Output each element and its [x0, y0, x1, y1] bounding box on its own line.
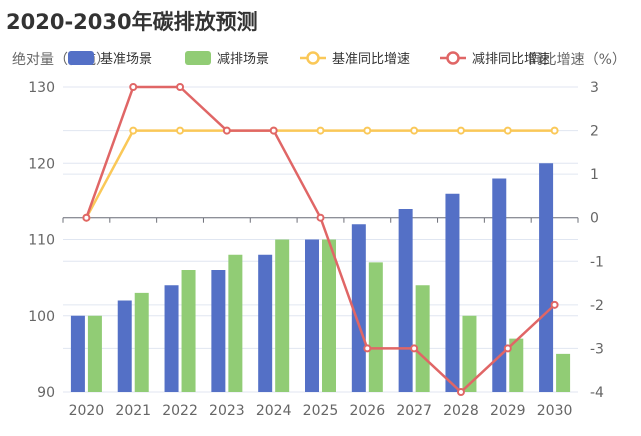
- legend-item-基准同比增速[interactable]: 基准同比增速: [300, 51, 410, 67]
- chart-title: 2020-2030年碳排放预测: [6, 10, 258, 34]
- right-tick-label: 0: [590, 211, 599, 227]
- x-tick-label: 2026: [349, 403, 385, 419]
- bar-减排场景-2022: [181, 270, 196, 392]
- bar-基准场景-2027: [398, 209, 413, 392]
- bar-基准场景-2028: [445, 193, 460, 392]
- bar-减排场景-2027: [415, 285, 430, 392]
- x-tick-label: 2025: [303, 403, 339, 419]
- x-tick-label: 2028: [443, 403, 479, 419]
- bar-减排场景-2026: [368, 262, 383, 392]
- left-tick-label: 90: [37, 385, 55, 401]
- legend-item-减排同比增速[interactable]: 减排同比增速: [440, 51, 550, 67]
- point-基准同比增速-2027: [410, 126, 419, 135]
- x-tick-label: 2020: [69, 403, 105, 419]
- bar-基准场景-2026: [351, 224, 366, 392]
- bar-基准场景-2021: [117, 300, 132, 392]
- line-series: [82, 83, 559, 396]
- bar-series: [70, 163, 571, 392]
- bar-基准场景-2030: [539, 163, 554, 392]
- bar-基准场景-2020: [70, 315, 85, 392]
- bar-减排场景-2023: [228, 254, 243, 392]
- x-tick-label: 2027: [396, 403, 432, 419]
- point-基准同比增速-2029: [503, 126, 512, 135]
- bar-减排场景-2021: [134, 292, 149, 392]
- x-tick-label: 2030: [537, 403, 573, 419]
- bar-基准场景-2023: [211, 270, 226, 392]
- left-tick-label: 130: [28, 80, 55, 96]
- legend[interactable]: 基准场景 减排场景 基准同比增速 减排同比增速: [68, 51, 550, 67]
- point-减排同比增速-2024: [269, 126, 278, 135]
- bar-减排场景-2024: [275, 239, 290, 392]
- point-基准同比增速-2030: [550, 126, 559, 135]
- point-基准同比增速-2021: [129, 126, 138, 135]
- point-减排同比增速-2029: [503, 344, 512, 353]
- left-tick-label: 100: [28, 309, 55, 325]
- legend-swatch-marker: [306, 51, 320, 65]
- point-减排同比增速-2028: [456, 388, 465, 396]
- legend-label: 基准场景: [100, 52, 152, 67]
- left-tick-label: 120: [28, 156, 55, 172]
- bar-减排场景-2020: [87, 315, 102, 392]
- right-tick-label: -2: [590, 298, 604, 314]
- right-tick-label: -3: [590, 341, 604, 357]
- legend-item-减排场景[interactable]: 减排场景: [185, 51, 269, 67]
- point-减排同比增速-2027: [410, 344, 419, 353]
- point-减排同比增速-2022: [176, 83, 185, 91]
- right-tick-label: 1: [590, 167, 599, 183]
- point-减排同比增速-2021: [129, 83, 138, 91]
- point-基准同比增速-2025: [316, 126, 325, 135]
- point-基准同比增速-2028: [456, 126, 465, 135]
- legend-swatch: [185, 51, 211, 65]
- point-减排同比增速-2025: [316, 213, 325, 222]
- legend-swatch-marker: [446, 51, 460, 65]
- bar-基准场景-2022: [164, 285, 179, 392]
- x-tick-label: 2022: [162, 403, 198, 419]
- x-tick-label: 2021: [115, 403, 151, 419]
- right-tick-label: 3: [590, 80, 599, 96]
- legend-item-基准场景[interactable]: 基准场景: [68, 51, 152, 67]
- bar-减排场景-2028: [462, 315, 477, 392]
- point-减排同比增速-2023: [222, 126, 231, 135]
- x-tick-label: 2029: [490, 403, 526, 419]
- right-axis-label: 同比增速（%）: [529, 52, 626, 68]
- point-减排同比增速-2026: [363, 344, 372, 353]
- point-减排同比增速-2030: [550, 300, 559, 309]
- legend-label: 减排同比增速: [472, 52, 550, 67]
- point-基准同比增速-2026: [363, 126, 372, 135]
- x-tick-label: 2023: [209, 403, 245, 419]
- right-tick-label: 2: [590, 124, 599, 140]
- x-tick-label: 2024: [256, 403, 292, 419]
- bar-减排场景-2025: [322, 239, 336, 392]
- bar-基准场景-2024: [258, 254, 273, 392]
- legend-label: 基准同比增速: [332, 52, 410, 67]
- axes: 90 100 110 120 130 -4 -3 -2 -1 0 1 2 3 2020 2021 2022 20…: [28, 80, 604, 419]
- bar-基准场景-2025: [305, 239, 319, 392]
- bar-减排场景-2029: [509, 338, 524, 392]
- right-tick-label: -1: [590, 254, 604, 270]
- left-tick-label: 110: [28, 233, 55, 249]
- point-减排同比增速-2020: [82, 213, 91, 222]
- bar-减排场景-2030: [556, 353, 571, 392]
- left-axis-label: 绝对量（亿吨）: [12, 52, 110, 68]
- point-基准同比增速-2022: [176, 126, 185, 135]
- right-tick-label: -4: [590, 385, 604, 401]
- legend-label: 减排场景: [217, 52, 269, 67]
- legend-swatch: [68, 51, 94, 65]
- bar-基准场景-2029: [492, 178, 507, 392]
